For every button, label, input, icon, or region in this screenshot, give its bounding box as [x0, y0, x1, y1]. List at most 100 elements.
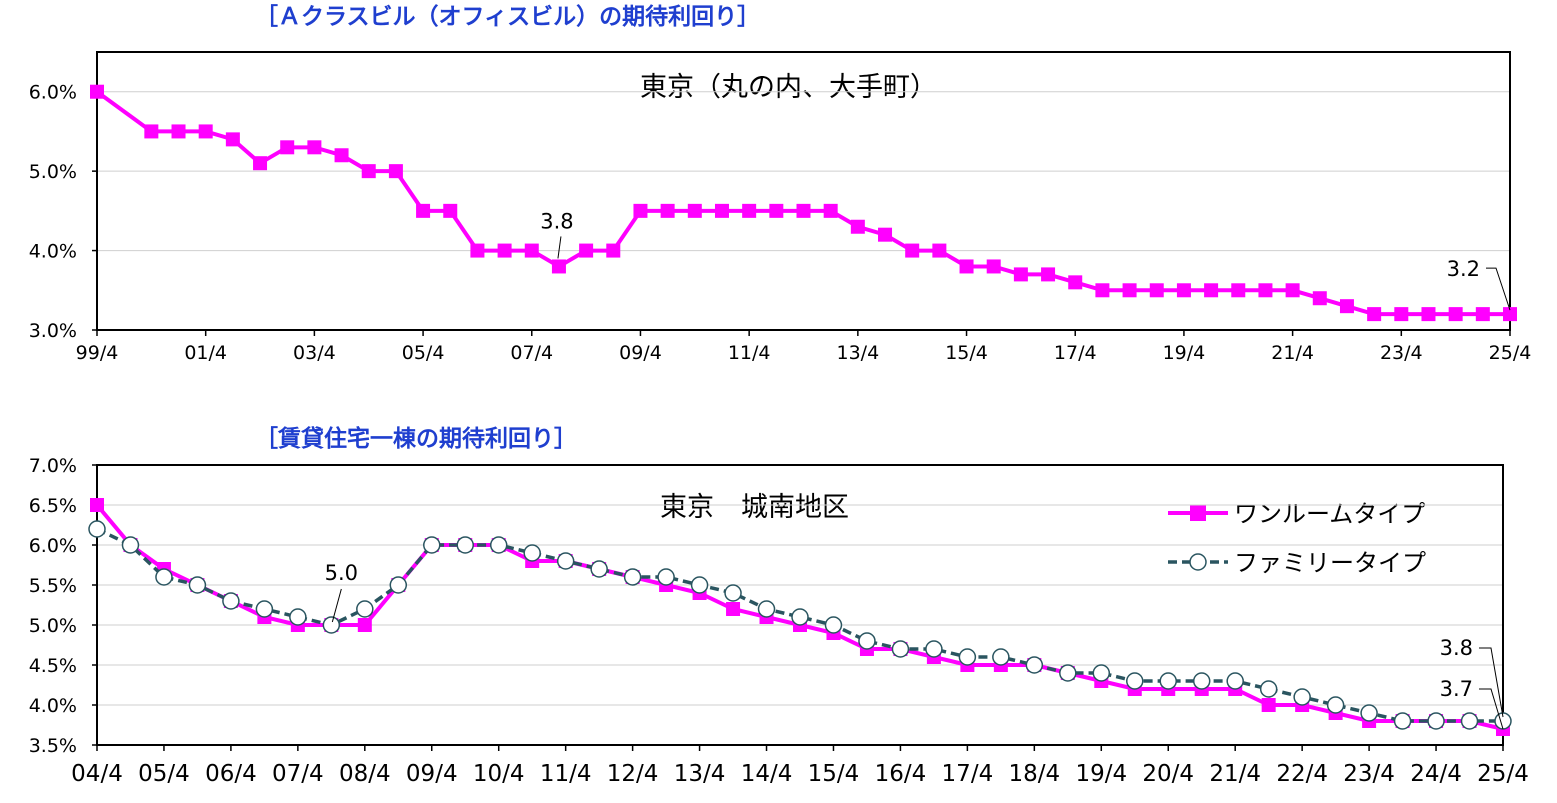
x-tick-label: 11/4	[728, 342, 771, 364]
data-point	[1259, 680, 1278, 698]
data-point	[932, 243, 947, 258]
x-tick-label: 18/4	[1009, 761, 1061, 787]
y-tick-label: 3.0%	[29, 320, 77, 342]
annotation-leader	[557, 236, 562, 259]
data-point	[850, 219, 865, 234]
x-tick-label: 05/4	[402, 342, 445, 364]
x-tick-label: 09/4	[406, 761, 458, 787]
data-point	[1285, 283, 1300, 298]
data-point	[416, 203, 431, 218]
x-tick-label: 23/4	[1380, 342, 1423, 364]
y-tick-label: 4.0%	[29, 695, 77, 717]
data-point	[1025, 656, 1044, 674]
data-point	[1475, 307, 1490, 322]
x-tick-label: 17/4	[942, 761, 994, 787]
data-point	[606, 243, 621, 258]
data-point	[225, 132, 240, 147]
data-point	[1360, 704, 1378, 722]
data-point	[388, 164, 403, 179]
y-tick-label: 4.5%	[29, 655, 77, 677]
legend-circle-marker	[1189, 553, 1207, 571]
data-point	[524, 243, 539, 258]
data-point	[1393, 712, 1412, 730]
data-point	[90, 498, 104, 512]
x-tick-label: 23/4	[1343, 761, 1395, 787]
data-point	[1261, 698, 1276, 712]
y-tick-label: 6.5%	[29, 495, 77, 517]
annotation-leader	[1479, 647, 1504, 718]
data-point	[633, 203, 648, 218]
data-point	[144, 124, 159, 139]
data-point	[690, 576, 709, 594]
data-point	[660, 203, 675, 218]
data-point	[497, 243, 512, 258]
y-tick-label: 5.0%	[29, 161, 77, 183]
data-point	[1460, 712, 1479, 730]
annotation-label: 3.8	[1440, 636, 1473, 660]
plot-frame	[96, 51, 1511, 331]
data-point	[1059, 664, 1077, 682]
data-point	[824, 616, 843, 634]
data-point	[905, 243, 920, 258]
x-tick-label: 20/4	[1142, 761, 1194, 787]
data-point	[489, 536, 508, 554]
data-point	[1339, 299, 1354, 314]
data-point	[1192, 672, 1211, 690]
data-point	[858, 632, 876, 650]
data-point	[556, 552, 575, 570]
x-tick-label: 12/4	[607, 761, 659, 787]
data-point	[958, 648, 977, 666]
x-tick-label: 13/4	[674, 761, 726, 787]
data-point	[959, 259, 974, 274]
data-point	[423, 536, 441, 554]
data-point	[1126, 672, 1144, 690]
x-tick-label: 25/4	[1489, 342, 1532, 364]
data-point	[1204, 283, 1219, 298]
data-point	[1122, 283, 1137, 298]
annotation-label: 5.0	[325, 561, 358, 585]
data-point	[714, 203, 729, 218]
x-tick-label: 22/4	[1276, 761, 1328, 787]
x-tick-label: 21/4	[1271, 342, 1314, 364]
x-tick-label: 01/4	[184, 342, 227, 364]
x-tick-label: 07/4	[510, 342, 553, 364]
legend-label-family: ファミリータイプ	[1234, 549, 1426, 577]
x-tick-label: 19/4	[1075, 761, 1127, 787]
annotation-label: 3.8	[540, 209, 573, 233]
data-point	[1427, 712, 1445, 730]
chart2-legend: ワンルームタイプ ファミリータイプ	[1168, 500, 1426, 577]
x-tick-label: 04/4	[71, 761, 123, 787]
y-tick-label: 3.5%	[29, 735, 77, 757]
data-point	[986, 259, 1001, 274]
data-point	[623, 568, 642, 586]
data-point	[1041, 267, 1056, 282]
data-point	[121, 536, 140, 554]
data-point	[891, 640, 910, 658]
annotation-leader	[1486, 267, 1511, 311]
chart2-inner-title: 東京 城南地区	[660, 492, 849, 523]
x-tick-label: 17/4	[1054, 342, 1097, 364]
x-tick-label: 24/4	[1410, 761, 1462, 787]
x-tick-label: 14/4	[741, 761, 793, 787]
legend-square-marker	[1190, 505, 1206, 521]
data-point	[1149, 283, 1164, 298]
data-point	[1258, 283, 1273, 298]
y-tick-label: 5.5%	[29, 575, 77, 597]
data-point	[823, 203, 838, 218]
data-point	[253, 156, 268, 171]
data-point	[1013, 267, 1028, 282]
data-point	[90, 84, 104, 99]
x-tick-label: 99/4	[76, 342, 119, 364]
data-point	[925, 640, 943, 658]
data-point	[1092, 664, 1111, 682]
data-point	[1159, 672, 1177, 690]
data-point	[992, 648, 1010, 666]
y-tick-label: 6.0%	[29, 82, 77, 104]
data-point	[334, 148, 349, 163]
data-point	[724, 584, 742, 602]
chart1-inner-title: 東京（丸の内、大手町）	[640, 72, 937, 103]
chart1-title: ［Ａクラスビル（オフィスビル）の期待利回り］	[255, 3, 760, 30]
data-point	[1176, 283, 1191, 298]
data-point	[1095, 283, 1110, 298]
data-point	[1293, 688, 1311, 706]
